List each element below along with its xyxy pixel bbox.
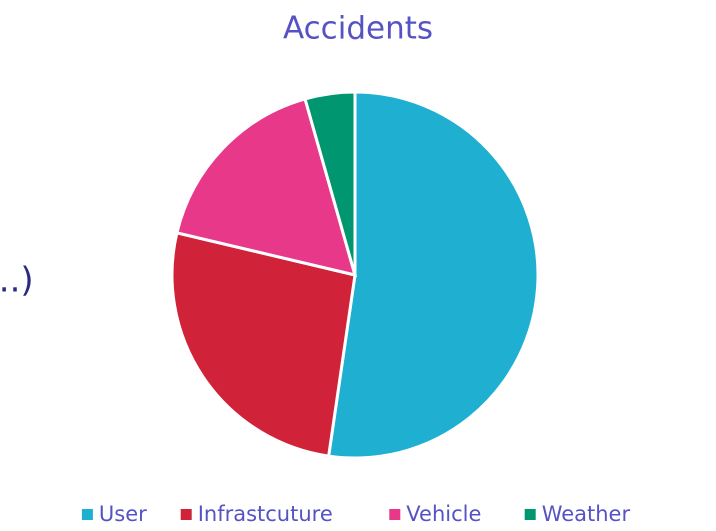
legend-swatch	[81, 509, 93, 520]
legend-label: User	[99, 502, 147, 526]
legend-label: Infrastcuture	[198, 502, 333, 526]
legend-swatch	[389, 509, 401, 520]
legend-label: Weather	[542, 502, 631, 526]
legend-swatch	[180, 509, 192, 520]
annotation: ,..)	[0, 261, 34, 301]
legend-label: Vehicle	[406, 502, 481, 526]
pie-slice	[175, 97, 358, 278]
pie-slice	[303, 90, 357, 276]
pie-slice	[326, 90, 540, 460]
pie-slice	[170, 231, 357, 458]
chart-title: Accidents	[283, 11, 433, 47]
legend-swatch	[524, 509, 536, 520]
